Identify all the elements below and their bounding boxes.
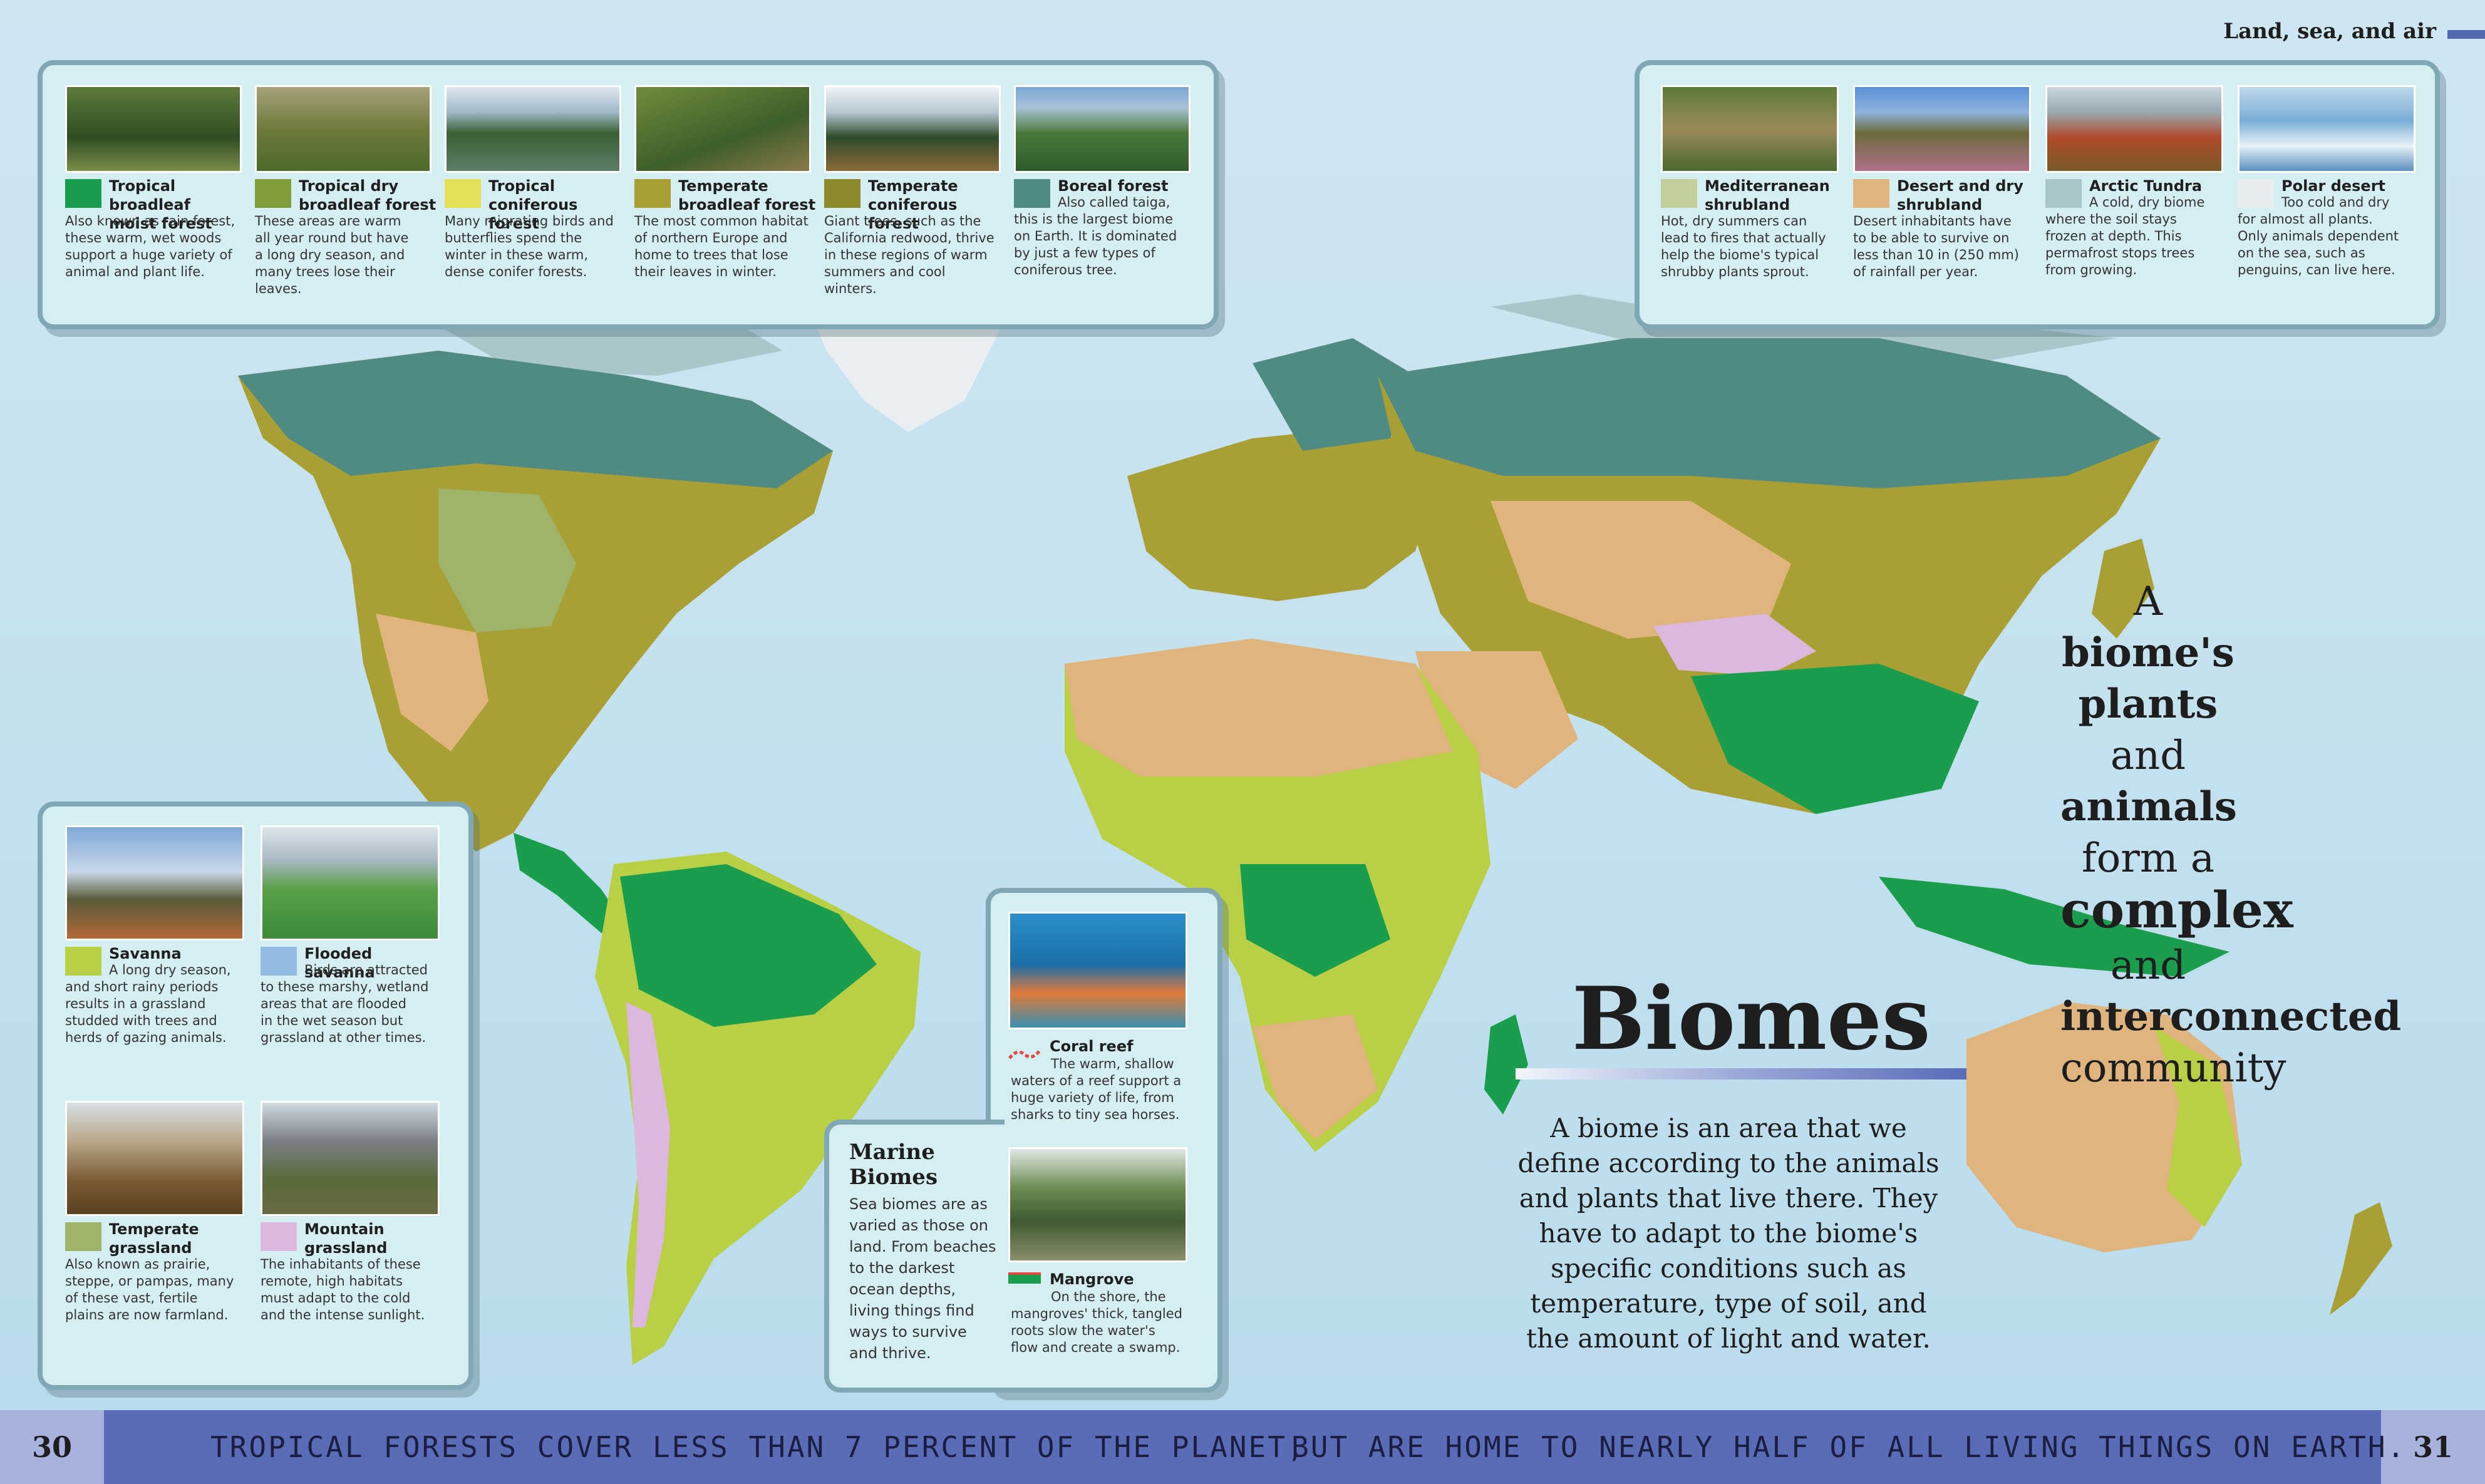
marine-description: Sea biomes are as varied as those on land.…	[849, 1195, 996, 1362]
indonesia	[1879, 877, 2229, 977]
grassland-biome-color-swatch-1	[261, 947, 297, 976]
grassland-biome-title-1: Flooded savanna	[304, 945, 375, 981]
sahara	[1065, 639, 1453, 776]
panel-marine-biomes-lower	[824, 1120, 1005, 1393]
forest-biome-color-swatch-1	[255, 179, 291, 208]
australia-east	[2154, 1027, 2242, 1227]
page-number-right: 31	[2381, 1410, 2485, 1484]
forest-biome-description-5: Also called taiga, this is the largest bi…	[1014, 195, 1177, 277]
amazon	[620, 864, 877, 1027]
dry-cold-biome-description-0: Hot, dry summers can lead to fires that a…	[1661, 214, 1826, 279]
pull-quote: A biome's plants and animals form a comp…	[2060, 579, 2402, 1091]
forest-biome-description-4: Giant trees, such as the California redwo…	[824, 214, 995, 296]
siberia-boreal	[1378, 338, 2161, 488]
flooded-savanna-photo	[261, 825, 440, 940]
forest-biome-title-2: Tropical coniferous forest	[488, 177, 578, 232]
page-title: Biomes	[1572, 967, 1931, 1069]
south-asia-forest	[1691, 664, 1979, 814]
congo	[1240, 864, 1390, 977]
dry-cold-biome-description-1: Desert inhabitants have to be able to sur…	[1853, 214, 2019, 279]
dry-cold-biome-description-3: Too cold and dry for almost all plants. On…	[2238, 195, 2399, 277]
temperate-broadleaf-photo	[634, 85, 811, 173]
dry-cold-biome-color-swatch-2	[2045, 179, 2082, 208]
footer-fact-left: TROPICAL FORESTS COVER LESS THAN 7 PERCE…	[210, 1430, 1306, 1464]
footer-fact-right: BUT ARE HOME TO NEARLY HALF OF ALL LIVIN…	[1291, 1430, 2407, 1464]
forest-biome-color-swatch-5	[1014, 179, 1050, 208]
forest-biome-title-3: Temperate broadleaf forest	[678, 177, 816, 214]
north-america-boreal	[238, 351, 833, 488]
forest-biome-description-0: Also known as rain forest, these warm, we…	[65, 214, 235, 279]
savanna-photo	[65, 825, 244, 940]
section-accent-bar	[2447, 30, 2485, 39]
grassland-biome-title-2: Temperate grassland	[109, 1220, 199, 1257]
new-zealand	[2330, 1202, 2392, 1315]
grassland-biome-color-swatch-3	[261, 1222, 297, 1251]
coral-reef-description: The warm, shallow waters of a reef suppor…	[1011, 1056, 1182, 1122]
tundra-photo	[2045, 85, 2223, 173]
north-america-grassland	[438, 488, 576, 632]
forest-biome-color-swatch-2	[445, 179, 481, 208]
central-asia-desert	[1490, 501, 1791, 639]
dry-cold-biome-title-0: Mediterranean shrubland	[1705, 177, 1830, 214]
dry-cold-biome-title-2: Arctic Tundra	[2089, 177, 2203, 195]
forest-biome-description-3: The most common habitat of northern Europ…	[634, 214, 809, 279]
section-label: Land, sea, and air	[2223, 19, 2436, 44]
dry-cold-biome-title-3: Polar desert	[2281, 177, 2386, 195]
andes	[626, 1002, 670, 1327]
mangrove-swatch	[1008, 1272, 1041, 1284]
mangrove-photo	[1008, 1147, 1187, 1262]
grassland-biome-description-3: The inhabitants of these remote, high hab…	[261, 1257, 425, 1322]
japan	[2092, 538, 2154, 639]
forest-biome-color-swatch-0	[65, 179, 101, 208]
mangrove-description: On the shore, the mangroves' thick, tangl…	[1011, 1289, 1182, 1355]
dry-forest-photo	[255, 85, 431, 173]
central-america	[514, 833, 626, 933]
forest-biome-color-swatch-3	[634, 179, 671, 208]
mountain-grassland-photo	[261, 1101, 440, 1216]
north-america-desert	[376, 614, 488, 751]
mangrove-title: Mangrove	[1050, 1270, 1134, 1288]
forest-biome-title-1: Tropical dry broadleaf forest	[299, 177, 437, 214]
intro-text: A biome is an area that we define accordi…	[1517, 1113, 1940, 1354]
marine-title: Marine Biomes	[849, 1140, 938, 1190]
dry-cold-biome-title-1: Desert and dry shrubland	[1897, 177, 2023, 214]
boreal-photo	[1014, 85, 1191, 173]
europe	[1127, 426, 1440, 601]
grassland-biome-title-0: Savanna	[109, 945, 182, 962]
forest-biome-title-5: Boreal forest	[1058, 177, 1169, 195]
page-number-left: 30	[0, 1410, 104, 1484]
footer-bar	[0, 1410, 2485, 1484]
coral-reef-title: Coral reef	[1050, 1038, 1134, 1055]
dry-cold-biome-color-swatch-0	[1661, 179, 1697, 208]
kalahari	[1253, 1014, 1378, 1140]
temperate-grassland-photo	[65, 1101, 244, 1216]
tropical-conifer-photo	[445, 85, 621, 173]
madagascar	[1484, 1014, 1528, 1115]
grassland-biome-color-swatch-0	[65, 947, 101, 976]
grassland-biome-description-1: Birds are attracted to these marshy, wetl…	[261, 962, 429, 1045]
polar-photo	[2238, 85, 2415, 173]
tibet	[1653, 614, 1816, 676]
dry-cold-biome-description-2: A cold, dry biome where the soil stays fro…	[2045, 195, 2205, 277]
grassland-biome-description-0: A long dry season, and short rainy period…	[65, 962, 231, 1045]
coral-reef-photo	[1008, 912, 1187, 1029]
forest-biome-description-1: These areas are warm all year round but h…	[255, 214, 409, 296]
title-underline	[1516, 1068, 1966, 1080]
dry-cold-biome-color-swatch-1	[1853, 179, 1889, 208]
dry-cold-biome-color-swatch-3	[2238, 179, 2274, 208]
rainforest-photo	[65, 85, 242, 173]
grassland-biome-description-2: Also known as prairie, steppe, or pampas,…	[65, 1257, 234, 1322]
desert-photo	[1853, 85, 2031, 173]
temperate-conifer-photo	[824, 85, 1001, 173]
forest-biome-description-2: Many migrating birds and butterflies spen…	[445, 214, 614, 279]
grassland-biome-title-3: Mountain grassland	[304, 1220, 388, 1257]
forest-biome-color-swatch-4	[824, 179, 860, 208]
scandinavia	[1253, 338, 1415, 451]
mediterranean-photo	[1661, 85, 1839, 173]
forest-biome-title-4: Temperate coniferous forest	[868, 177, 958, 232]
grassland-biome-color-swatch-2	[65, 1222, 101, 1251]
forest-biome-title-0: Tropical broadleaf moist forest	[109, 177, 212, 232]
